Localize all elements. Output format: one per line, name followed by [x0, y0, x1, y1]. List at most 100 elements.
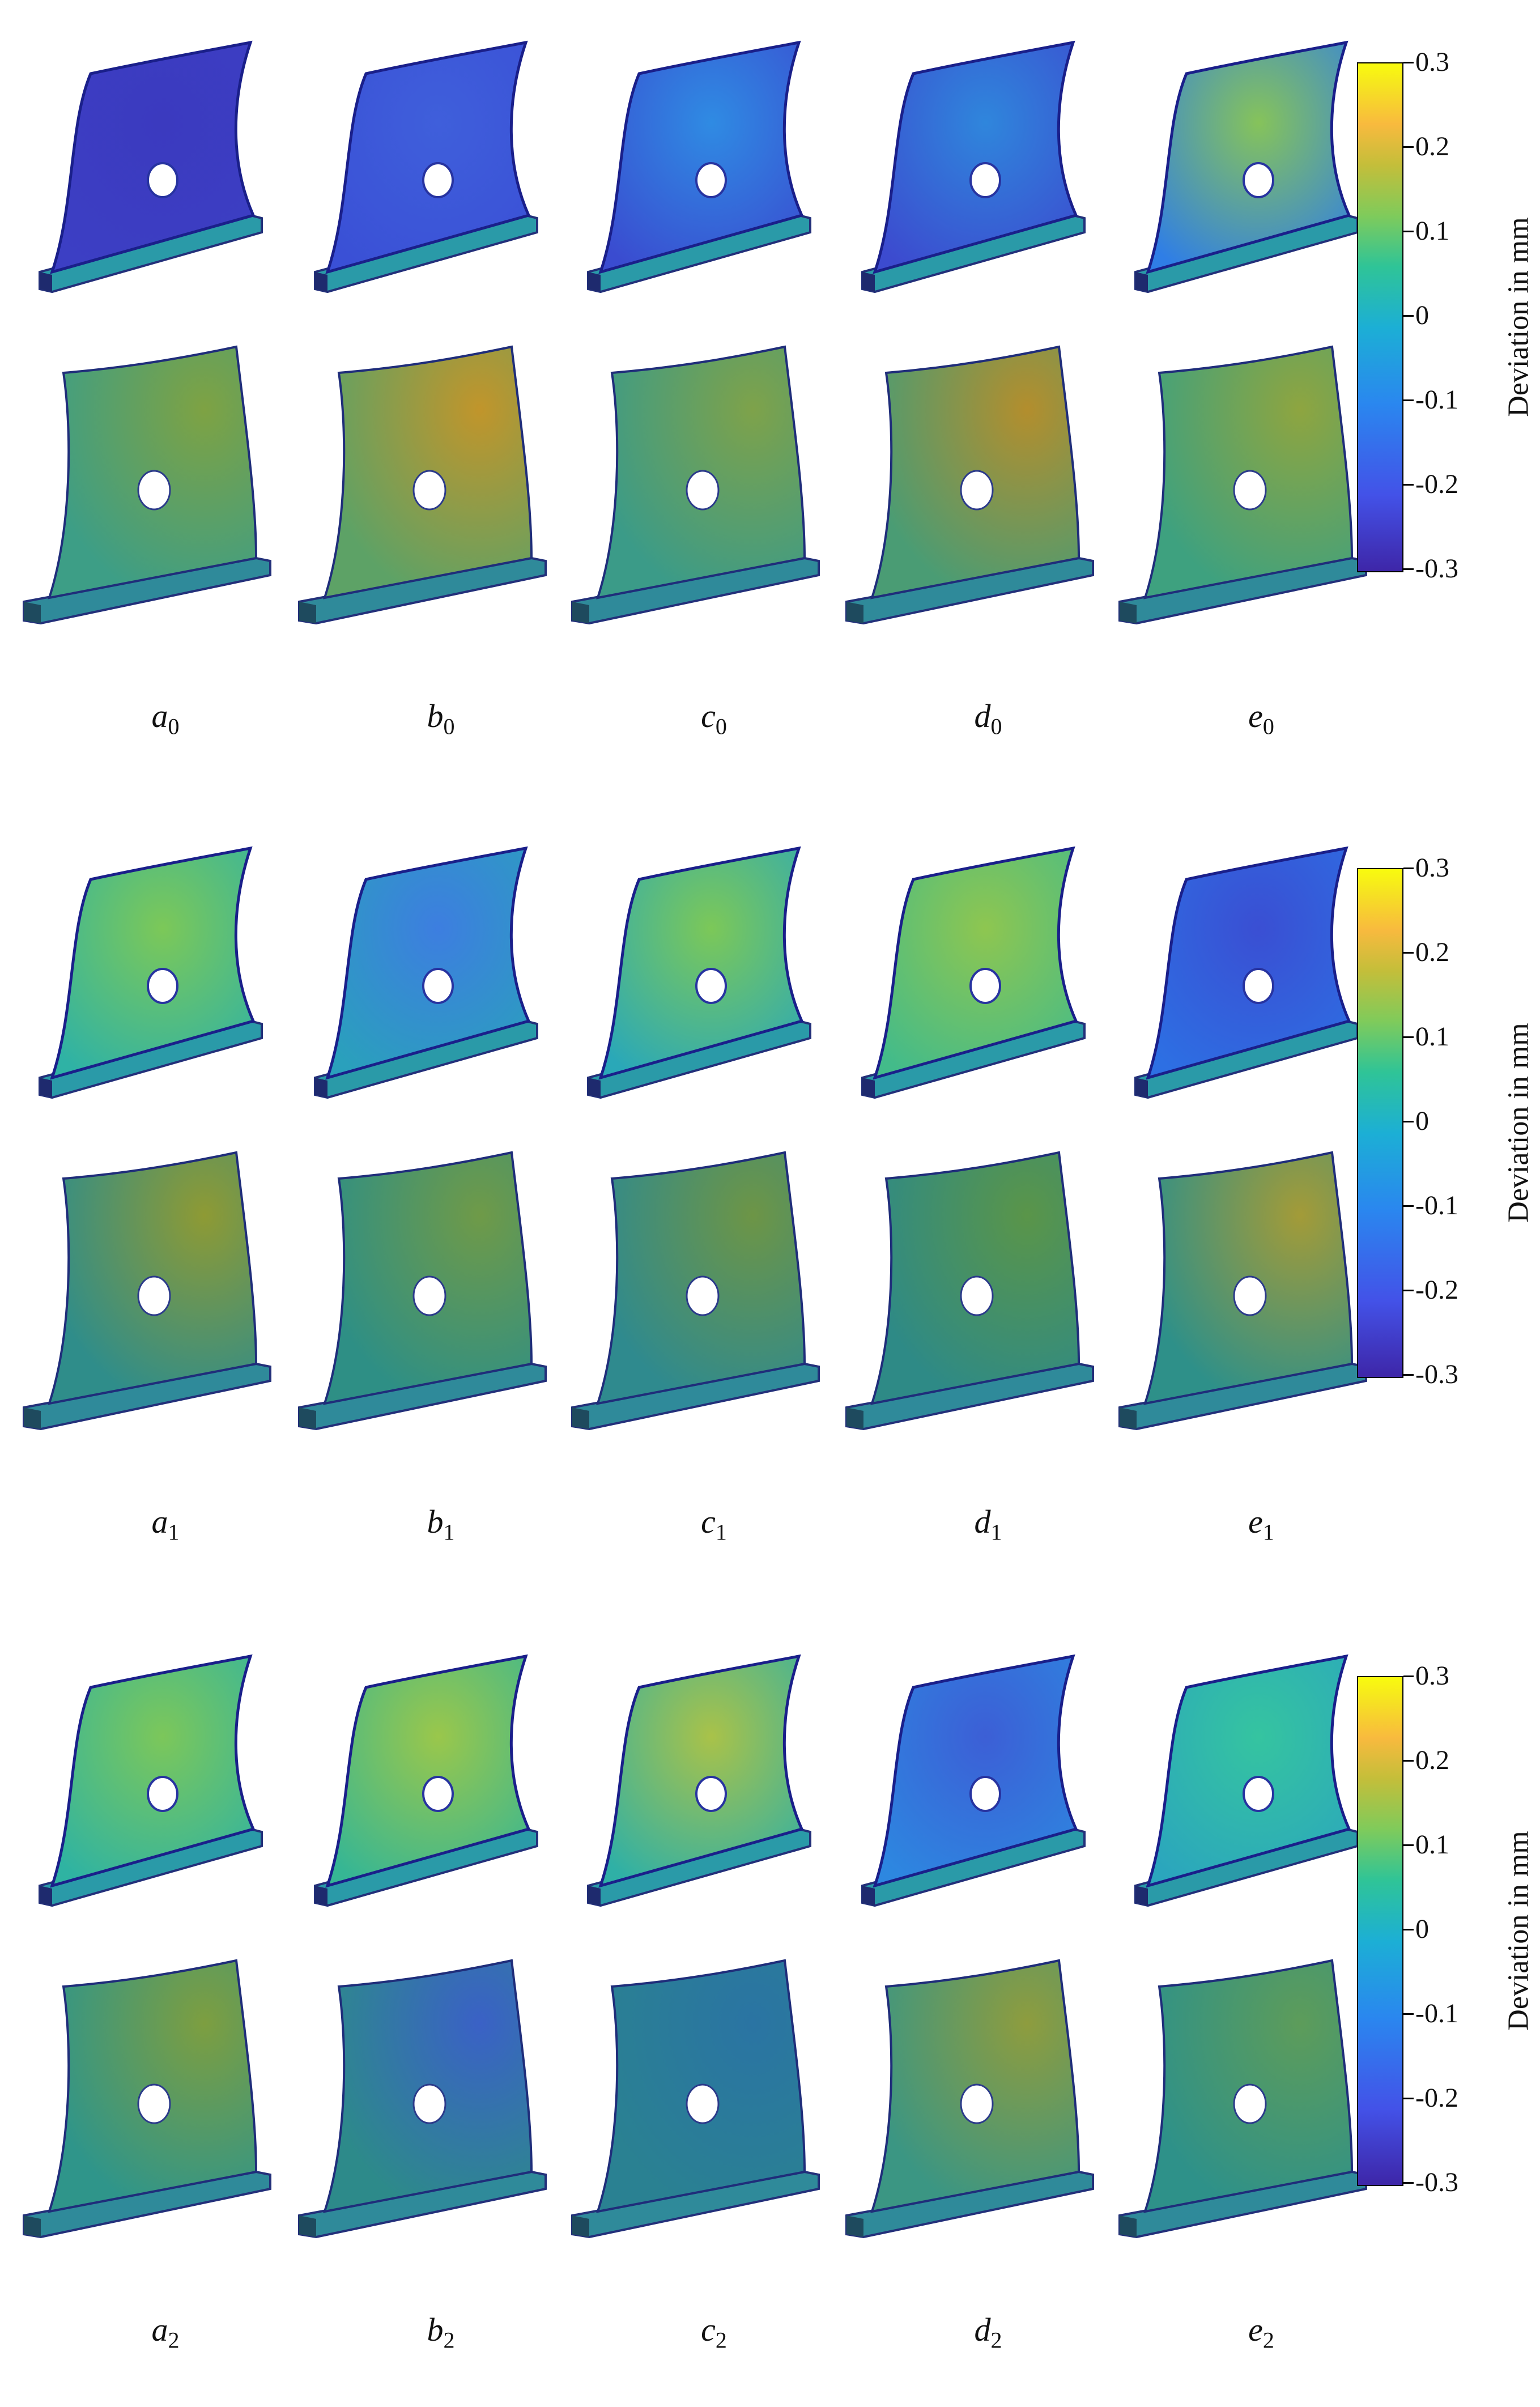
back-view-part: [845, 345, 1094, 625]
front-part-panel: [584, 1648, 844, 1942]
front-view-part: [587, 846, 811, 1099]
back-view-part: [1118, 1959, 1367, 2239]
caption-letter: b: [427, 698, 444, 734]
front-part-panel: [1131, 1648, 1392, 1942]
caption-index: 0: [168, 713, 180, 739]
front-view-part: [314, 846, 538, 1099]
front-view-part: [314, 40, 538, 294]
colorbar-tick-label: -0.2: [1415, 469, 1458, 499]
back-part-panel: [567, 1146, 827, 1440]
colorbar-tick: [1403, 952, 1414, 954]
front-part-panel: [584, 840, 844, 1134]
caption-index: 1: [168, 1519, 180, 1545]
front-view-part: [1134, 846, 1359, 1099]
colorbar-tick: [1403, 1675, 1414, 1677]
figure-group: a0 b0 c0 d0 e0 0.3 0.2 0.1 0 -0.1 -0.2 -0.3 Deviatio…: [0, 0, 1540, 793]
colorbar-tick: [1403, 399, 1414, 401]
caption-index: 1: [443, 1519, 455, 1545]
panel-caption: e2: [1176, 2314, 1346, 2352]
front-view-part: [587, 1654, 811, 1907]
front-view-part: [39, 40, 263, 294]
back-part-panel: [18, 1954, 279, 2248]
panel-caption: c2: [629, 2314, 799, 2352]
panel-caption: a2: [80, 2314, 250, 2352]
caption-letter: d: [974, 2311, 991, 2348]
colorbar-tick-label: -0.2: [1415, 1275, 1458, 1305]
front-view-part: [861, 40, 1086, 294]
caption-letter: c: [701, 698, 716, 734]
colorbar-title: Deviation in mm: [1502, 1023, 1535, 1223]
caption-index: 2: [990, 2327, 1002, 2353]
colorbar: [1357, 62, 1403, 572]
colorbar-tick: [1403, 62, 1414, 63]
front-part-panel: [584, 34, 844, 329]
back-view-part: [298, 345, 547, 625]
back-part-panel: [293, 1146, 554, 1440]
colorbar-title: Deviation in mm: [1502, 217, 1535, 417]
front-view-part: [39, 1654, 263, 1907]
front-part-panel: [858, 840, 1118, 1134]
colorbar-tick: [1403, 484, 1414, 486]
back-view-part: [298, 1151, 547, 1431]
colorbar-tick: [1403, 146, 1414, 148]
colorbar-tick-label: -0.1: [1415, 1190, 1458, 1220]
figure-group: a2 b2 c2 d2 e2 0.3 0.2 0.1 0 -0.1 -0.2 -0.3 Deviatio…: [0, 1614, 1540, 2407]
caption-index: 2: [1262, 2327, 1274, 2353]
colorbar-tick: [1403, 1760, 1414, 1762]
colorbar-tick: [1403, 2182, 1414, 2184]
caption-letter: c: [701, 2311, 716, 2348]
caption-letter: a: [151, 698, 168, 734]
front-part-panel: [858, 34, 1118, 329]
colorbar-tick: [1403, 1121, 1414, 1122]
colorbar-tick-label: 0.3: [1415, 853, 1449, 883]
back-part-panel: [841, 1954, 1101, 2248]
panel-caption: b0: [356, 700, 526, 738]
colorbar-tick-label: 0: [1415, 1914, 1429, 1944]
caption-index: 0: [715, 713, 727, 739]
colorbar-tick: [1403, 1036, 1414, 1038]
front-part-panel: [35, 1648, 296, 1942]
panel-caption: b2: [356, 2314, 526, 2352]
colorbar-tick-label: 0: [1415, 300, 1429, 330]
back-view-part: [1118, 345, 1367, 625]
back-part-panel: [841, 340, 1101, 635]
panel-caption: d1: [903, 1506, 1073, 1544]
colorbar-tick: [1403, 315, 1414, 317]
caption-letter: d: [974, 698, 991, 734]
colorbar-tick-label: -0.3: [1415, 1359, 1458, 1389]
back-part-panel: [1114, 1146, 1375, 1440]
front-view-part: [1134, 1654, 1359, 1907]
caption-letter: e: [1248, 2311, 1263, 2348]
caption-letter: b: [427, 2311, 444, 2348]
colorbar: [1357, 1676, 1403, 2186]
back-part-panel: [1114, 340, 1375, 635]
colorbar-tick-label: 0.2: [1415, 1745, 1449, 1775]
back-view-part: [1118, 1151, 1367, 1431]
panel-caption: e1: [1176, 1506, 1346, 1544]
back-part-panel: [18, 340, 279, 635]
panel-caption: b1: [356, 1506, 526, 1544]
front-part-panel: [310, 1648, 571, 1942]
back-part-panel: [567, 1954, 827, 2248]
colorbar-tick: [1403, 1844, 1414, 1846]
colorbar-tick: [1403, 2098, 1414, 2099]
colorbar-tick-label: -0.1: [1415, 1998, 1458, 2028]
colorbar-tick-label: 0.3: [1415, 1661, 1449, 1691]
back-view-part: [23, 345, 271, 625]
caption-letter: e: [1248, 1503, 1263, 1540]
back-part-panel: [293, 340, 554, 635]
panel-caption: d2: [903, 2314, 1073, 2352]
colorbar-tick: [1403, 231, 1414, 232]
colorbar-tick-label: 0.1: [1415, 1830, 1449, 1860]
caption-index: 2: [443, 2327, 455, 2353]
back-view-part: [23, 1151, 271, 1431]
caption-index: 1: [1262, 1519, 1274, 1545]
back-part-panel: [1114, 1954, 1375, 2248]
back-part-panel: [841, 1146, 1101, 1440]
caption-letter: e: [1248, 698, 1263, 734]
colorbar-tick: [1403, 1929, 1414, 1930]
caption-index: 1: [990, 1519, 1002, 1545]
front-part-panel: [1131, 34, 1392, 329]
panel-caption: a0: [80, 700, 250, 738]
